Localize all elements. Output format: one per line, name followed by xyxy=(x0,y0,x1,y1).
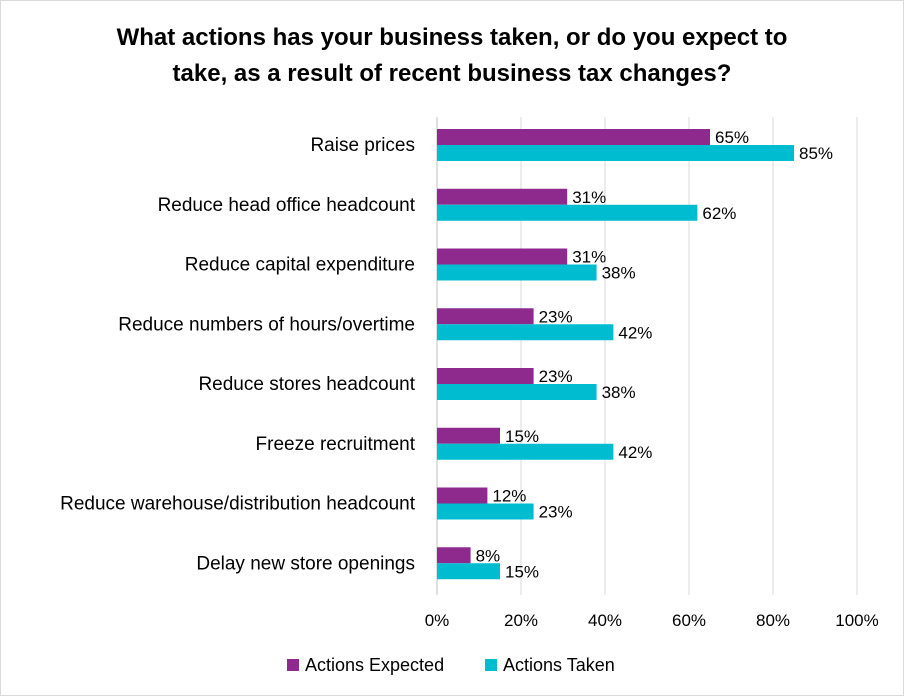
data-label: 23% xyxy=(539,367,573,386)
gridlines xyxy=(436,117,858,595)
category-label: Delay new store openings xyxy=(196,553,415,574)
category-label: Reduce head office headcount xyxy=(158,195,416,216)
legend-label: Actions Taken xyxy=(503,655,615,675)
legend-swatch xyxy=(485,659,497,671)
bar-taken xyxy=(437,503,534,520)
bar-expected xyxy=(437,129,710,145)
category-label: Reduce numbers of hours/overtime xyxy=(118,314,415,335)
data-label: 85% xyxy=(799,144,833,163)
x-tick-label: 20% xyxy=(504,611,538,630)
legend-swatch xyxy=(287,659,299,671)
bar-taken xyxy=(437,324,614,341)
bar-taken xyxy=(437,384,597,400)
data-label: 8% xyxy=(476,546,501,565)
bar-expected xyxy=(437,248,568,265)
bar-taken xyxy=(437,264,597,281)
chart-title-line: What actions has your business taken, or… xyxy=(117,24,788,51)
chart-title-line: take, as a result of recent business tax… xyxy=(173,60,732,87)
x-tick-label: 100% xyxy=(835,611,878,630)
data-label: 65% xyxy=(715,128,749,147)
data-label: 38% xyxy=(602,383,636,402)
data-label: 31% xyxy=(572,188,606,207)
data-label: 15% xyxy=(505,562,539,581)
x-tick-label: 80% xyxy=(756,611,790,630)
category-label: Reduce capital expenditure xyxy=(185,255,415,276)
x-tick-label: 60% xyxy=(672,611,706,630)
x-axis-ticks: 0% 20% 40% 60% 80% 100% xyxy=(425,611,879,630)
category-label: Reduce stores headcount xyxy=(198,374,415,395)
x-tick-label: 0% xyxy=(425,611,450,630)
category-labels: Raise prices Reduce head office headcount… xyxy=(60,135,416,574)
legend-label: Actions Expected xyxy=(305,655,444,675)
data-label: 62% xyxy=(702,204,736,223)
bar-taken xyxy=(437,145,794,161)
data-label: 42% xyxy=(618,443,652,462)
x-tick-label: 40% xyxy=(588,611,622,630)
data-label: 12% xyxy=(492,487,526,506)
bar-expected xyxy=(437,368,534,384)
bar-taken xyxy=(437,563,500,580)
data-label: 23% xyxy=(539,503,573,522)
bar-taken xyxy=(437,443,614,460)
data-label: 42% xyxy=(618,323,652,342)
bar-expected xyxy=(437,308,534,325)
data-label: 31% xyxy=(572,248,606,267)
legend: Actions Expected Actions Taken xyxy=(287,655,615,675)
bar-expected xyxy=(437,188,568,205)
bars xyxy=(437,129,794,580)
bar-expected xyxy=(437,487,488,504)
category-label: Reduce warehouse/distribution headcount xyxy=(60,494,416,515)
bar-taken xyxy=(437,204,698,221)
bar-expected xyxy=(437,547,471,564)
data-label: 23% xyxy=(539,307,573,326)
data-labels: 65%85%31%62%31%38%23%42%23%38%15%42%12%2… xyxy=(476,128,833,581)
data-label: 15% xyxy=(505,427,539,446)
bar-expected xyxy=(437,427,500,444)
category-label: Freeze recruitment xyxy=(256,434,416,455)
category-label: Raise prices xyxy=(310,135,415,156)
data-label: 38% xyxy=(602,264,636,283)
chart-title: What actions has your business taken, or… xyxy=(117,24,788,87)
